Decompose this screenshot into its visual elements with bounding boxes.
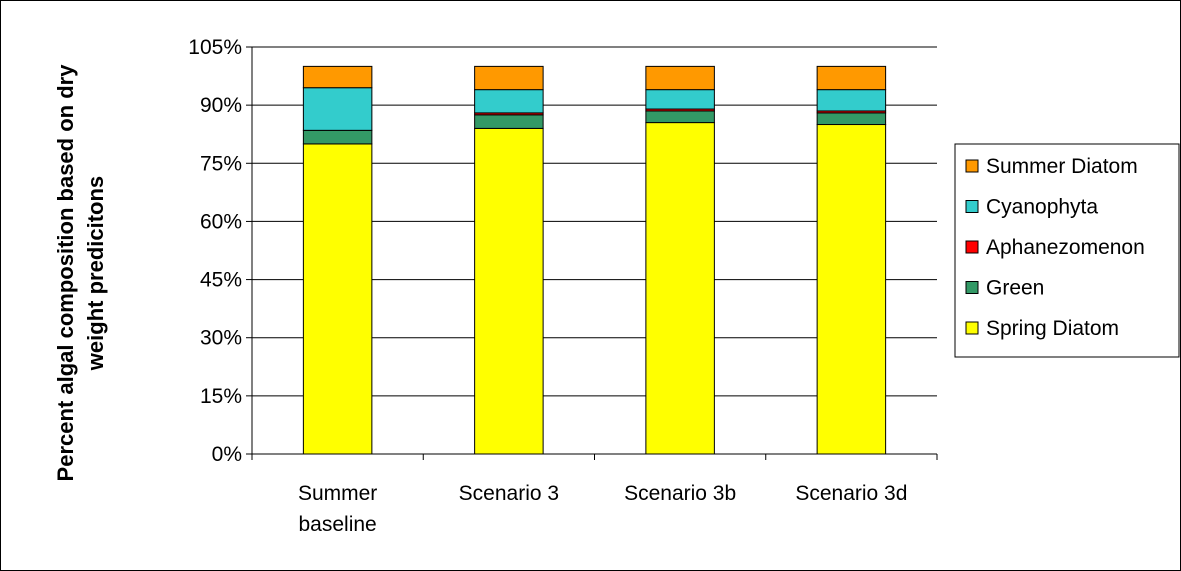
legend-box	[954, 143, 1180, 358]
y-axis-title: Percent algal composition based on dry we…	[53, 64, 108, 482]
x-category-label: Summer	[298, 482, 377, 505]
bar-segment-green	[302, 129, 373, 145]
bar-segment-spring-diatom	[302, 143, 373, 455]
bars	[302, 65, 887, 455]
legend-swatch	[965, 321, 979, 335]
legend-swatch	[965, 159, 979, 173]
bar-segment-cyanophyta	[645, 89, 715, 110]
y-tick-label: 75%	[200, 152, 242, 175]
bar-segment-spring-diatom	[645, 122, 715, 455]
x-category-label: baseline	[299, 513, 377, 536]
x-category-label: Scenario 3d	[795, 482, 907, 505]
bar-segment-summer-diatom	[645, 65, 715, 91]
y-tick-label: 15%	[200, 385, 242, 408]
bar-segment-summer-diatom	[474, 65, 544, 91]
bar-segment-green	[816, 112, 887, 126]
bar-segment-green	[474, 114, 544, 129]
legend-label: Spring Diatom	[986, 317, 1119, 340]
y-tick-label: 30%	[200, 327, 242, 350]
y-axis-title-line: weight predicitons	[83, 176, 108, 371]
axes	[246, 46, 938, 460]
legend-label: Cyanophyta	[986, 196, 1098, 219]
y-tick-label: 90%	[200, 94, 242, 117]
y-axis-title-line: Percent algal composition based on dry	[53, 64, 78, 482]
legend-label: Aphanezomenon	[986, 236, 1145, 259]
legend-swatch	[965, 240, 979, 254]
x-category-label: Scenario 3	[459, 482, 559, 505]
bar-segment-cyanophyta	[474, 89, 544, 114]
y-tick-labels: 0% 15% 30% 45% 60% 75% 90% 105%	[188, 36, 242, 466]
bar-segment-green	[645, 110, 715, 124]
legend: Summer Diatom Cyanophyta Aphanezomenon Gree…	[954, 143, 1180, 358]
bar-segment-spring-diatom	[816, 124, 887, 455]
legend-swatch	[965, 281, 979, 294]
bar-segment-summer-diatom	[816, 65, 887, 91]
x-category-label: Scenario 3b	[624, 482, 736, 505]
bar-segment-cyanophyta	[816, 89, 887, 112]
legend-swatch	[965, 200, 979, 213]
y-tick-label: 45%	[200, 269, 242, 292]
legend-label: Summer Diatom	[986, 155, 1138, 178]
bar-segment-summer-diatom	[302, 65, 373, 89]
x-category-labels: Summer baseline Scenario 3 Scenario 3b Scena…	[298, 482, 907, 536]
bar-segment-cyanophyta	[302, 87, 373, 131]
bar-segment-spring-diatom	[474, 127, 544, 455]
y-tick-label: 60%	[200, 210, 242, 233]
y-tick-label: 0%	[212, 443, 242, 466]
legend-label: Green	[986, 277, 1044, 300]
y-tick-label: 105%	[188, 36, 242, 59]
